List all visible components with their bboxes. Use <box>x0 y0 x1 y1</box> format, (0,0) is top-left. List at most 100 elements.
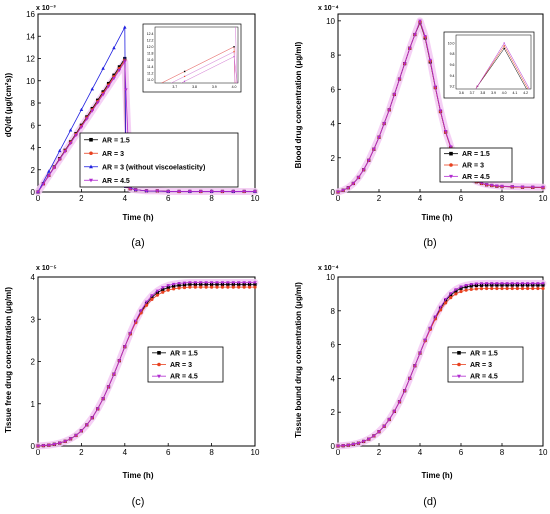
panel-a-series <box>36 25 257 194</box>
panel-a-caption: (a) <box>131 237 144 249</box>
panel-d-series-2-point <box>500 282 504 286</box>
panel-b-inset-series-2-point <box>450 129 452 130</box>
panel-a-series-3-point <box>124 88 128 92</box>
panel-d-series-1-point <box>531 286 535 291</box>
panel-c-caption: (c) <box>132 496 145 508</box>
panel-a-inset-axes <box>154 26 239 84</box>
panel-a-series-3-point <box>57 158 62 162</box>
panel-a-y-tick-label: 2 <box>31 166 36 175</box>
panel-b-inset-series <box>450 42 530 130</box>
panel-d-series-2-point <box>479 282 484 286</box>
panel-c-series-2-point <box>150 294 154 298</box>
panel-b-legend-marker <box>449 163 453 167</box>
panel-b-inset-x-tick-label: 3.9 <box>491 91 496 95</box>
panel-b-series-2-point <box>361 168 366 172</box>
panel-b-series-2-point <box>443 129 448 134</box>
panel-a-inset-y-tick-label: 12.0 <box>147 45 154 49</box>
panel-d-y-tick-label: 8 <box>331 307 336 316</box>
panel-b-inset-y-tick-label: 9.4 <box>450 74 455 78</box>
panel-a-series-3-point <box>90 109 95 113</box>
panel-a-x-tick-label: 6 <box>166 194 171 203</box>
panel-d-series-2-point <box>351 443 356 447</box>
panel-c-series-2-point <box>128 331 132 336</box>
panel-a-inset-series <box>134 15 245 139</box>
panel-c-y-tick-label: 2 <box>31 358 36 367</box>
panel-c-series-1-point <box>215 285 219 289</box>
panel-a-series-2-point <box>57 148 62 153</box>
panel-c-legend-label: AR = 1.5 <box>170 350 198 357</box>
panel-a-series-2-point <box>79 107 84 111</box>
panel-c-series-1-point <box>155 293 159 297</box>
panel-c-series-1-point <box>166 288 170 292</box>
panel-d-series-1-point <box>526 286 530 291</box>
panel-b-series-2-point <box>346 186 351 190</box>
panel-b-inset-x-tick-label: 4.2 <box>523 91 528 95</box>
panel-a-inset-series-1-point <box>183 75 186 78</box>
panel-c-series-2-point <box>68 437 73 441</box>
panel-c-legend-marker <box>157 351 161 355</box>
panel-c-series-2-point <box>106 385 111 389</box>
panel-a-series-3-point <box>242 190 246 194</box>
panel-b-inset-series-2-point <box>503 42 505 44</box>
panel-d-caption: (d) <box>423 496 436 508</box>
panel-b-legend-label: AR = 1.5 <box>462 151 490 158</box>
panel-a-inset-x-tick-label: 3.8 <box>192 85 197 89</box>
panel-a-inset-series-3-point <box>243 138 245 139</box>
panel-b-inset-x-tick-label: 3.7 <box>470 91 475 95</box>
panel-c-series-2-point <box>144 300 149 304</box>
panel-c-series-2-point <box>166 284 170 288</box>
panel-d-series-2-point <box>505 282 509 286</box>
panel-d: x 10⁻⁴ Tissue bound drug concentration (… <box>294 265 548 508</box>
panel-c-series-2-point <box>236 281 241 285</box>
panel-c-series-0-point <box>231 283 235 287</box>
panel-a-legend-marker <box>89 151 93 156</box>
panel-c-axes: 0 2 4 6 8 10 0 1 2 3 4 <box>31 273 260 457</box>
panel-c-legend-marker <box>157 374 161 379</box>
panel-a-series-3-point <box>101 93 105 97</box>
panel-d-y-tick-label: 6 <box>331 341 336 350</box>
panel-c-series-1-point <box>182 285 187 290</box>
panel-c-series-2-point <box>193 281 198 285</box>
panel-a-legend: AR = 1.5 AR = 3 AR = 3 (without viscoelast… <box>79 132 239 188</box>
panel-d-series-2-point <box>341 444 345 448</box>
panel-c-series-1-point <box>247 285 252 289</box>
panel-a-series-3-point <box>220 190 225 194</box>
panel-a-x-tick-label: 2 <box>79 194 84 203</box>
panel-b-inset-y-tick-label: 9.6 <box>450 63 455 67</box>
panel-c-x-tick-label: 2 <box>79 448 84 457</box>
panel-c-series-1-point <box>188 285 192 289</box>
panel-a-series-3-point <box>209 190 214 194</box>
panel-b-series-2-point <box>541 185 545 190</box>
panel-d-series-2-point <box>536 282 540 286</box>
panel-a-inset-series-3-point <box>233 56 235 58</box>
panel-c-series-2-point <box>47 443 51 448</box>
panel-a-inset-y-tick-label: 12.4 <box>147 32 154 36</box>
panel-c-series-2-point <box>253 281 257 285</box>
panel-c-series-2-point <box>112 372 116 377</box>
panel-c-series-1-point <box>231 285 235 289</box>
panel-b-series-2-point <box>377 135 381 140</box>
panel-b-series-2-point <box>489 183 494 188</box>
panel-b-y-axis-title: Blood drug concentration (μg/ml) <box>294 41 303 168</box>
panel-d-series-2-point <box>489 282 494 286</box>
panel-c-series-2-point <box>198 281 203 285</box>
panel-d-x-tick-label: 8 <box>500 448 505 457</box>
panel-c-series-1-point <box>237 285 241 289</box>
panel-a-series-3-point <box>133 188 138 192</box>
panel-a-series-3-point <box>95 101 100 105</box>
panel-c-y-tick-label: 0 <box>31 442 36 451</box>
panel-a-y-tick-label: 10 <box>26 77 35 86</box>
panel-d-series-2-point <box>459 285 463 289</box>
panel-a-inset-series-0-point <box>183 70 186 73</box>
panel-b-series-2-point <box>418 19 422 23</box>
panel-a-inset-series-1-point <box>135 100 136 101</box>
panel-a-inset-y-tick-label: 11.8 <box>147 52 154 56</box>
panel-d-series-1-point <box>536 286 540 291</box>
panel-a-series-3-point <box>36 190 40 194</box>
panel-b-inset-series-2-line <box>475 42 530 89</box>
panel-a-inset-series-2-point <box>134 15 136 16</box>
panel-b-y-tick-label: 4 <box>331 120 336 129</box>
panel-c-series-2-point <box>117 359 122 363</box>
panel-a-y-scale-label: x 10⁻³ <box>36 5 56 12</box>
panel-b-x-tick-label: 6 <box>459 194 464 203</box>
